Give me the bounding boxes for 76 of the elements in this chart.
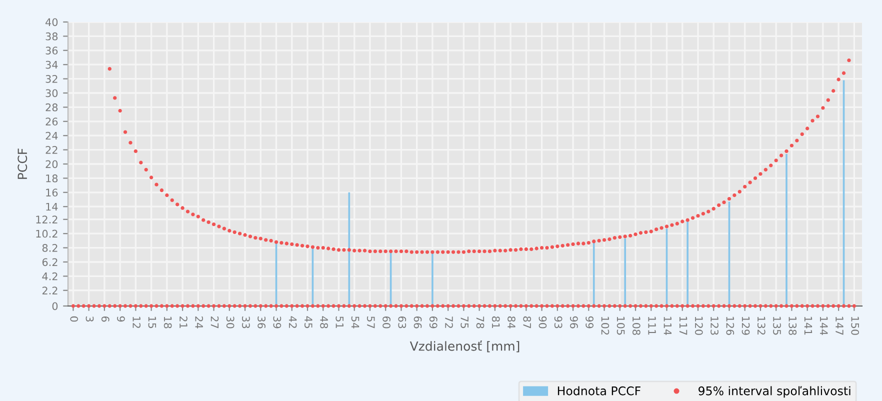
y-tick-label: 34 <box>46 60 58 69</box>
y-tick-label: 32 <box>46 75 58 83</box>
y-tick-label: 10.2 <box>36 230 58 238</box>
x-tick-label: 75 <box>460 316 468 328</box>
x-tick-label: 69 <box>429 316 438 328</box>
y-tick-label: 24 <box>46 132 58 140</box>
x-tick-label: 24 <box>195 316 204 328</box>
x-tick-label: 84 <box>508 316 516 328</box>
x-tick-label: 141 <box>804 316 812 335</box>
y-tick-label: 0 <box>52 302 58 310</box>
x-tick-label: 138 <box>788 316 797 335</box>
y-tick-label: 28 <box>46 103 58 112</box>
x-tick-label: 90 <box>538 316 547 328</box>
x-tick-label: 0 <box>70 316 78 322</box>
x-tick-label: 135 <box>773 316 781 335</box>
y-tick-label: 14 <box>46 202 58 211</box>
x-tick-label: 99 <box>586 316 594 328</box>
x-tick-label: 123 <box>710 316 718 335</box>
y-tick-label: 36 <box>46 46 58 55</box>
x-tick-label: 27 <box>210 316 219 328</box>
x-tick-label: 60 <box>382 316 390 328</box>
x-tick-label: 15 <box>148 316 156 328</box>
y-tick-label: 40 <box>46 18 58 26</box>
x-tick-label: 120 <box>694 316 703 335</box>
x-tick-label: 108 <box>632 316 640 335</box>
legend-label: 95% interval spoľahlivosti <box>698 386 850 398</box>
y-tick-label: 30 <box>46 89 58 98</box>
x-tick-label: 102 <box>601 316 610 335</box>
x-tick-label: 87 <box>523 316 532 328</box>
x-tick-label: 132 <box>757 316 766 335</box>
y-axis-title: PCCF <box>18 148 28 179</box>
x-tick-label: 6 <box>101 316 110 322</box>
x-tick-label: 51 <box>336 316 344 328</box>
x-tick-label: 48 <box>320 316 328 328</box>
y-tick-label: 26 <box>46 118 58 126</box>
y-tick-label: 2.2 <box>42 286 58 294</box>
x-tick-label: 42 <box>289 316 297 328</box>
x-tick-label: 150 <box>851 316 860 335</box>
y-tick-label: 16 <box>46 188 58 197</box>
y-tick-label: 20 <box>46 160 58 168</box>
x-tick-label: 39 <box>273 316 282 328</box>
x-tick-label: 117 <box>680 316 688 335</box>
legend-label: Hodnota PCCF <box>558 386 640 396</box>
y-tick-label: 6.2 <box>42 258 58 266</box>
x-tick-label: 81 <box>492 316 500 328</box>
x-tick-label: 21 <box>180 316 188 328</box>
x-tick-label: 30 <box>226 316 234 328</box>
x-tick-label: 111 <box>648 316 656 335</box>
x-tick-label: 144 <box>820 316 828 336</box>
x-tick-label: 96 <box>570 316 578 328</box>
x-tick-label: 66 <box>414 316 422 328</box>
x-tick-label: 105 <box>616 316 625 335</box>
x-tick-label: 45 <box>304 316 312 328</box>
x-tick-label: 78 <box>476 316 484 328</box>
y-tick-label: 38 <box>46 32 58 40</box>
x-tick-label: 9 <box>117 316 125 322</box>
y-tick-label: 8.2 <box>42 244 58 252</box>
y-tick-label: 12.2 <box>36 216 58 224</box>
x-tick-label: 114 <box>664 316 672 336</box>
y-tick-label: 18 <box>46 174 58 182</box>
x-tick-label: 72 <box>445 316 453 328</box>
x-tick-label: 126 <box>726 316 734 335</box>
y-tick-label: 22 <box>46 146 58 154</box>
y-tick-label: 4.2 <box>42 272 58 280</box>
x-tick-label: 36 <box>258 316 266 328</box>
x-tick-label: 3 <box>86 316 94 322</box>
x-tick-label: 54 <box>351 316 360 328</box>
x-tick-label: 12 <box>132 316 141 328</box>
x-tick-label: 18 <box>164 316 172 328</box>
x-axis-title: Vzdialenosť [mm] <box>410 340 520 352</box>
x-tick-label: 63 <box>398 316 406 328</box>
x-tick-label: 93 <box>554 316 562 328</box>
x-tick-label: 147 <box>836 316 844 335</box>
x-tick-label: 57 <box>366 316 375 328</box>
x-tick-label: 129 <box>742 316 750 335</box>
x-tick-label: 33 <box>242 316 250 328</box>
